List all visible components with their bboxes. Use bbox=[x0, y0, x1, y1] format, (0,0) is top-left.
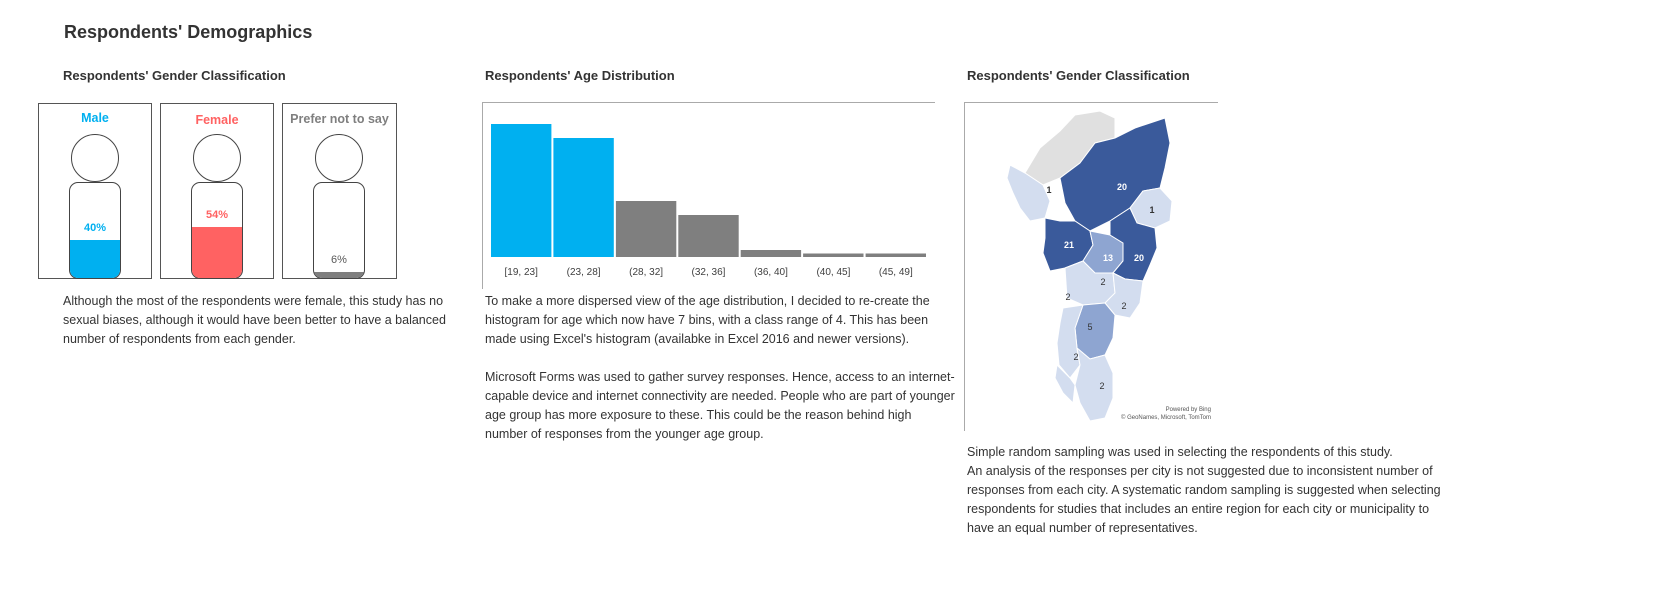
map-label-6: 2 bbox=[1100, 277, 1105, 287]
map-note: Simple random sampling was used in selec… bbox=[967, 443, 1447, 538]
histogram-tick-label: (36, 40] bbox=[754, 267, 788, 278]
age-note-2: Microsoft Forms was used to gather surve… bbox=[485, 370, 955, 441]
histogram-bar bbox=[865, 253, 926, 257]
gender-note: Although the most of the respondents wer… bbox=[63, 292, 463, 349]
gender-fill-male bbox=[70, 240, 120, 278]
histogram-bar bbox=[678, 215, 739, 257]
age-note: To make a more dispersed view of the age… bbox=[485, 292, 955, 444]
map-label-2: 1 bbox=[1149, 205, 1154, 215]
gender-card-male: Male 40% bbox=[38, 103, 152, 279]
figure-torso-female: 54% bbox=[191, 182, 243, 279]
figure-torso-prefer-not: 6% bbox=[313, 182, 365, 279]
map-label-3: 21 bbox=[1064, 240, 1074, 250]
gender-percent-female: 54% bbox=[205, 209, 229, 221]
map-region-s6 bbox=[1054, 363, 1076, 405]
histogram-tick-label: (32, 36] bbox=[692, 267, 726, 278]
histogram-tick-label: [19, 23] bbox=[505, 267, 539, 278]
age-note-1: To make a more dispersed view of the age… bbox=[485, 294, 930, 346]
map-label-8: 2 bbox=[1065, 292, 1070, 302]
map-region-s5 bbox=[1074, 346, 1114, 422]
age-chart-frame: [19, 23] (23, 28] (28, 32] (32, 36] (36, 40]… bbox=[482, 102, 935, 289]
gender-card-prefer-not: Prefer not to say 6% bbox=[282, 103, 397, 279]
gender-note-text: Although the most of the respondents wer… bbox=[63, 294, 446, 346]
histogram-bar bbox=[553, 138, 614, 257]
histogram-tick-label: (40, 45] bbox=[816, 267, 850, 278]
histogram-bar bbox=[615, 201, 677, 257]
map-credit: Powered by Bing © GeoNames, Microsoft, T… bbox=[1061, 406, 1211, 422]
map-label-5: 20 bbox=[1134, 253, 1144, 263]
page-title: Respondents' Demographics bbox=[64, 22, 313, 42]
region-map: 20 1 1 21 13 20 2 2 2 5 2 2 bbox=[1006, 110, 1173, 422]
map-label-7: 2 bbox=[1121, 301, 1126, 311]
figure-head-male bbox=[71, 134, 119, 182]
histogram-tick-label: (45, 49] bbox=[879, 267, 913, 278]
map-label-10: 2 bbox=[1073, 352, 1078, 362]
gender-percent-prefer-not: 6% bbox=[331, 254, 347, 266]
gender-card-female: Female 54% bbox=[160, 103, 274, 279]
map-region-s2 bbox=[1104, 272, 1144, 319]
figure-head-female bbox=[193, 134, 241, 182]
map-region-north-empty bbox=[1024, 110, 1116, 186]
histogram-tick-label: (28, 32] bbox=[629, 267, 663, 278]
map-label-11: 2 bbox=[1099, 381, 1104, 391]
gender-label-female: Female bbox=[195, 113, 239, 127]
histogram-bar bbox=[740, 250, 802, 257]
gender-heading: Respondents' Gender Classification bbox=[63, 68, 286, 83]
histogram-bar bbox=[803, 253, 864, 257]
map-label-1: 1 bbox=[1046, 185, 1051, 195]
age-histogram: [19, 23] (23, 28] (28, 32] (32, 36] (36, 40]… bbox=[491, 124, 926, 278]
gender-label-male: Male bbox=[81, 111, 109, 125]
map-heading: Respondents' Gender Classification bbox=[967, 68, 1190, 83]
figure-torso-male: 40% bbox=[69, 182, 121, 279]
map-note-line-1: Simple random sampling was used in selec… bbox=[967, 445, 1393, 459]
gender-fill-prefer-not bbox=[314, 272, 364, 278]
gender-label-prefer-not: Prefer not to say bbox=[290, 112, 389, 126]
histogram-tick-label: (23, 28] bbox=[567, 267, 601, 278]
age-heading: Respondents' Age Distribution bbox=[485, 68, 675, 83]
map-frame: 20 1 1 21 13 20 2 2 2 5 2 2 Powered by B… bbox=[964, 102, 1218, 431]
figure-head-prefer-not bbox=[315, 134, 363, 182]
map-region-west bbox=[1006, 164, 1051, 222]
gender-percent-male: 40% bbox=[83, 222, 107, 234]
map-credit-line-1: Powered by Bing bbox=[1165, 407, 1211, 413]
gender-fill-female bbox=[192, 227, 242, 278]
map-label-0: 20 bbox=[1117, 182, 1127, 192]
map-note-line-2: An analysis of the responses per city is… bbox=[967, 464, 1441, 535]
map-label-9: 5 bbox=[1087, 322, 1092, 332]
histogram-bar bbox=[491, 124, 552, 257]
map-credit-line-2: © GeoNames, Microsoft, TomTom bbox=[1121, 415, 1211, 421]
map-region-s4 bbox=[1056, 304, 1084, 379]
map-label-4: 13 bbox=[1103, 253, 1113, 263]
